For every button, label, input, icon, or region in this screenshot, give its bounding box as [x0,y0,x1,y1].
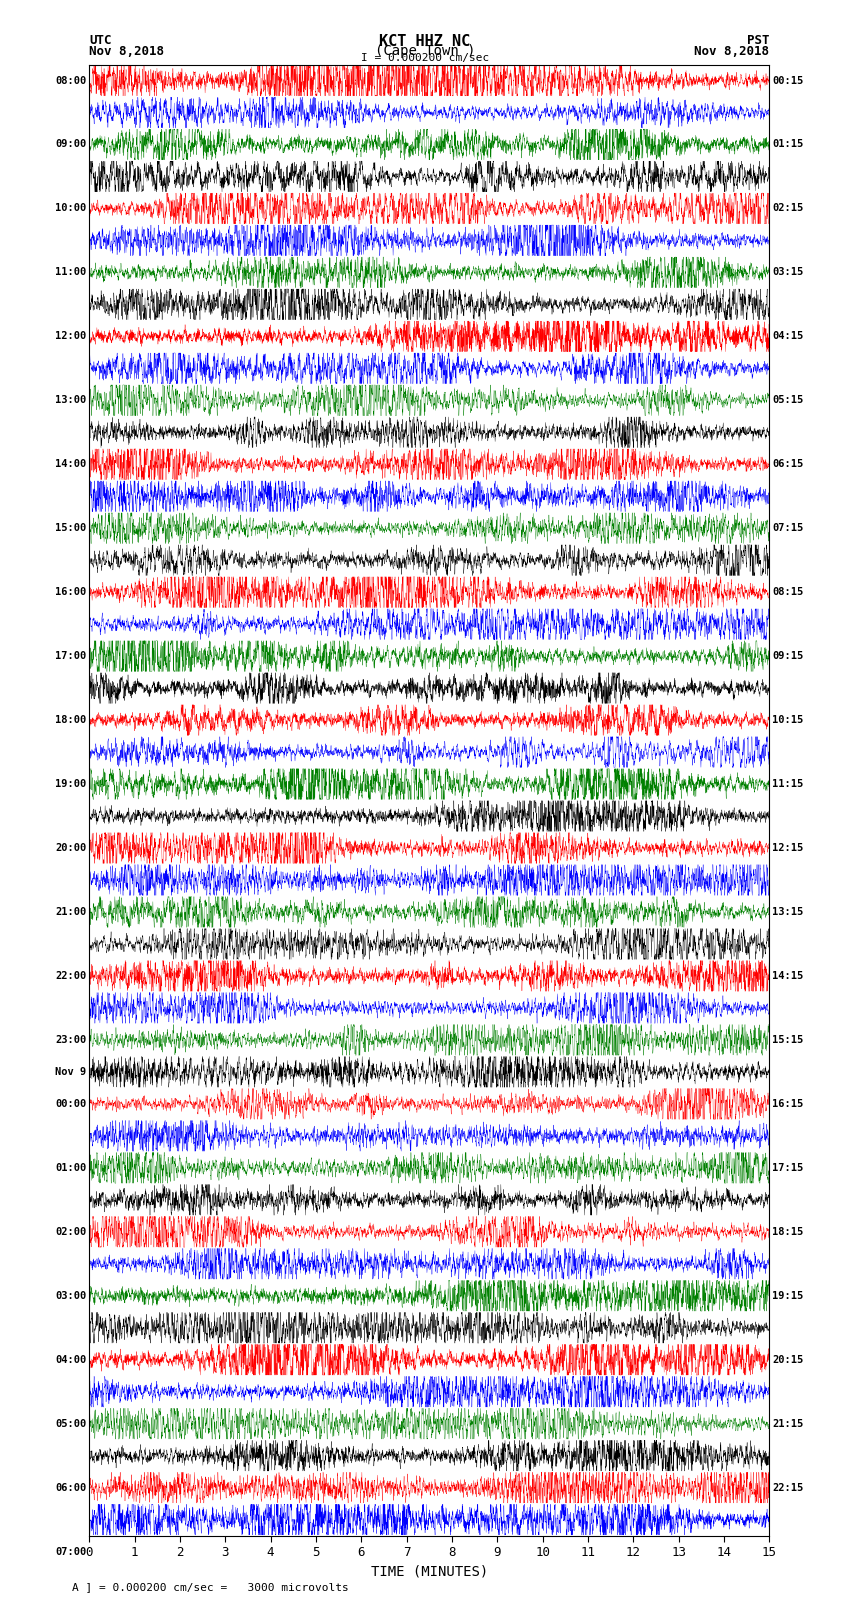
Text: 00:00: 00:00 [55,1098,87,1108]
Text: 03:15: 03:15 [772,268,803,277]
Text: Nov 8,2018: Nov 8,2018 [89,45,164,58]
Text: 02:15: 02:15 [772,203,803,213]
Text: A ] = 0.000200 cm/sec =   3000 microvolts: A ] = 0.000200 cm/sec = 3000 microvolts [72,1582,349,1592]
Text: 02:00: 02:00 [55,1227,87,1237]
Text: 08:00: 08:00 [55,76,87,85]
Text: Nov 9: Nov 9 [55,1066,87,1077]
Text: 22:00: 22:00 [55,971,87,981]
Text: 13:15: 13:15 [772,907,803,916]
Text: 05:15: 05:15 [772,395,803,405]
Text: 12:15: 12:15 [772,844,803,853]
Text: 16:00: 16:00 [55,587,87,597]
Text: 15:00: 15:00 [55,523,87,534]
Text: 15:15: 15:15 [772,1036,803,1045]
Text: 19:00: 19:00 [55,779,87,789]
Text: PST: PST [747,34,769,47]
X-axis label: TIME (MINUTES): TIME (MINUTES) [371,1565,488,1579]
Text: KCT HHZ NC: KCT HHZ NC [379,34,471,48]
Text: 06:15: 06:15 [772,460,803,469]
Text: 23:00: 23:00 [55,1036,87,1045]
Text: 11:00: 11:00 [55,268,87,277]
Text: 10:15: 10:15 [772,715,803,726]
Text: 17:00: 17:00 [55,652,87,661]
Text: 09:15: 09:15 [772,652,803,661]
Text: 09:00: 09:00 [55,139,87,150]
Text: 01:00: 01:00 [55,1163,87,1173]
Text: 22:15: 22:15 [772,1482,803,1492]
Text: Nov 8,2018: Nov 8,2018 [694,45,769,58]
Text: 04:00: 04:00 [55,1355,87,1365]
Text: (Cape Town ): (Cape Town ) [375,44,475,58]
Text: 20:15: 20:15 [772,1355,803,1365]
Text: 10:00: 10:00 [55,203,87,213]
Text: 07:00: 07:00 [55,1547,87,1557]
Text: 19:15: 19:15 [772,1290,803,1300]
Text: 03:00: 03:00 [55,1290,87,1300]
Text: 21:15: 21:15 [772,1419,803,1429]
Text: 01:15: 01:15 [772,139,803,150]
Text: 14:15: 14:15 [772,971,803,981]
Text: 18:00: 18:00 [55,715,87,726]
Text: 18:15: 18:15 [772,1227,803,1237]
Text: 16:15: 16:15 [772,1098,803,1108]
Text: 11:15: 11:15 [772,779,803,789]
Text: I = 0.000200 cm/sec: I = 0.000200 cm/sec [361,53,489,63]
Text: 13:00: 13:00 [55,395,87,405]
Text: 14:00: 14:00 [55,460,87,469]
Text: 08:15: 08:15 [772,587,803,597]
Text: 05:00: 05:00 [55,1419,87,1429]
Text: 06:00: 06:00 [55,1482,87,1492]
Text: 12:00: 12:00 [55,331,87,342]
Text: 21:00: 21:00 [55,907,87,916]
Text: 20:00: 20:00 [55,844,87,853]
Text: 07:15: 07:15 [772,523,803,534]
Text: UTC: UTC [89,34,111,47]
Text: 00:15: 00:15 [772,76,803,85]
Text: 17:15: 17:15 [772,1163,803,1173]
Text: 04:15: 04:15 [772,331,803,342]
